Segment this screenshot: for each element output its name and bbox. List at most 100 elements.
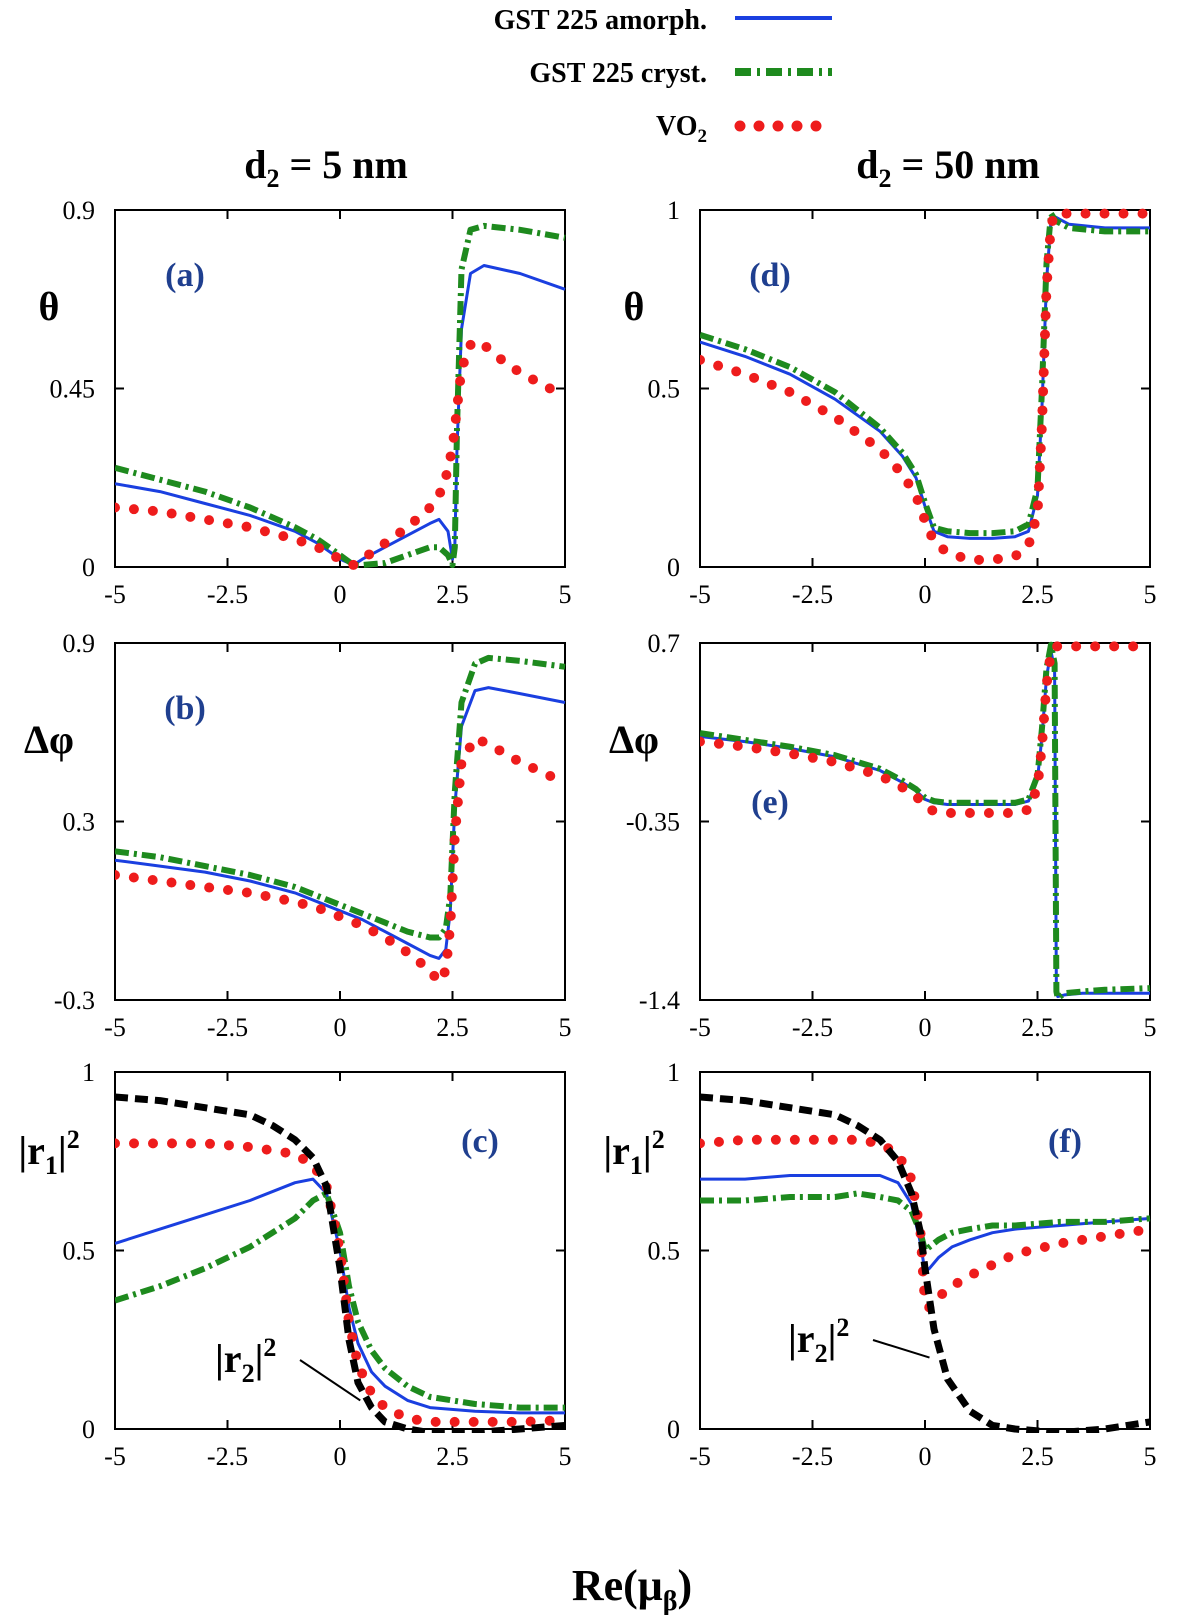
panels: -5 -2.5 0 2.5 5 0 0.45 0.9 θ (a) -5 -2.5 0 2.5 5 -0.3 0.… [18, 196, 1156, 1471]
x-tick-label: -5 [104, 1013, 126, 1042]
panel-label-b: (b) [164, 690, 206, 727]
ylabel-main: |r [18, 1128, 45, 1173]
col-right-main: d [856, 142, 878, 187]
series-line-amorph-f [700, 1174, 1151, 1274]
col-left-sub: 2 [266, 164, 279, 193]
legend-vo2-sub: 2 [698, 126, 708, 147]
axes-box-e [699, 642, 1151, 1001]
panel-c: -5 -2.5 0 2.5 500.51|r1|2 (c)|r2|2 [18, 1058, 571, 1471]
x-tick-label: 5 [559, 580, 572, 609]
x-tick-label: 0 [334, 580, 347, 609]
x-axis-label: Re(μβ) [572, 1561, 692, 1615]
series-line-r2-f [700, 1093, 1151, 1433]
series-line-cryst-b [115, 654, 566, 941]
ylabel-post: | [643, 1128, 652, 1173]
y-tick-label: 0 [667, 1415, 680, 1444]
panel-label-c: (c) [461, 1123, 499, 1160]
series-line-vo2-e [700, 641, 1155, 818]
col-left-main: d [244, 142, 266, 187]
panel-f: -5 -2.5 0 2.5 500.51|r1|2 (f)|r2|2 [603, 1058, 1156, 1471]
y-tick-label: 0.5 [648, 1237, 681, 1266]
series-group-c [115, 1093, 570, 1433]
col-right-rest: = 50 nm [891, 142, 1039, 187]
panel-a: -5 -2.5 0 2.5 5 0 0.45 0.9 θ (a) [39, 196, 572, 609]
col-right-sub: 2 [878, 164, 891, 193]
y-tick-label: -1.4 [639, 986, 680, 1015]
col-left-rest: = 5 nm [279, 142, 407, 187]
series-group-d [700, 208, 1155, 565]
panel-label-e: (e) [751, 784, 789, 821]
y-tick-label: 1 [667, 1058, 680, 1087]
x-tick-label: 2.5 [436, 1442, 469, 1471]
legend-label-amorph: GST 225 amorph. [494, 5, 707, 36]
column-title-right: d2 = 50 nm [856, 142, 1040, 193]
y-tick-label: 0.5 [648, 375, 681, 404]
y-tick-label: 0.3 [63, 808, 96, 837]
ylabel-sub: 1 [45, 1151, 58, 1180]
y-tick-label: 1 [82, 1058, 95, 1087]
y-axis-label-b: Δφ [24, 717, 74, 762]
series-group-a [115, 222, 570, 570]
ylabel-sub: 1 [630, 1151, 643, 1180]
y-tick-label: 0.9 [63, 196, 96, 225]
x-tick-label: 5 [1144, 580, 1157, 609]
y-axis-label-c: |r1|2 [18, 1125, 79, 1180]
x-tick-label: 5 [1144, 1013, 1157, 1042]
x-tick-label: -5 [689, 1013, 711, 1042]
y-axis-label-d: θ [624, 284, 645, 329]
series-line-vo2-a [115, 335, 570, 570]
xlabel-sub: β [663, 1586, 678, 1615]
y-tick-label: -0.35 [626, 808, 680, 837]
x-tick-label: 0 [919, 580, 932, 609]
x-tick-label: -5 [689, 1442, 711, 1471]
panel-b: -5 -2.5 0 2.5 5 -0.3 0.3 0.9 Δφ (b) [24, 629, 572, 1042]
annotation-sup: 2 [836, 1313, 849, 1342]
ylabel-sup: 2 [67, 1125, 80, 1154]
series-line-cryst-c [115, 1190, 565, 1411]
x-tick-label: -5 [104, 580, 126, 609]
series-line-cryst-e [700, 641, 1151, 1002]
series-line-vo2-d [700, 208, 1155, 565]
x-tick-label: -2.5 [792, 580, 833, 609]
x-tick-label: 2.5 [436, 580, 469, 609]
y-tick-label: 0.9 [63, 629, 96, 658]
series-group-f [700, 1093, 1155, 1433]
x-tick-label: 0 [919, 1442, 932, 1471]
x-tick-label: 5 [1144, 1442, 1157, 1471]
series-line-cryst-a [115, 222, 566, 568]
x-tick-label: -2.5 [207, 1013, 248, 1042]
y-tick-label: 1 [667, 196, 680, 225]
x-tick-label: 2.5 [1021, 1013, 1054, 1042]
legend: GST 225 amorph. GST 225 cryst. VO2 [494, 5, 838, 147]
legend-label-cryst: GST 225 cryst. [529, 58, 707, 89]
series-group-e [700, 641, 1155, 1002]
annotation-post: | [828, 1316, 837, 1361]
x-tick-label: 0 [334, 1013, 347, 1042]
series-group-b [115, 654, 570, 988]
series-line-amorph-b [115, 686, 566, 960]
x-tick-label: 0 [334, 1442, 347, 1471]
x-tick-label: 5 [559, 1442, 572, 1471]
y-tick-label: 0 [667, 553, 680, 582]
annotation-pointer-c [299, 1359, 361, 1402]
y-tick-label: 0 [82, 1415, 95, 1444]
x-tick-label: -2.5 [792, 1013, 833, 1042]
panel-label-f: (f) [1048, 1123, 1082, 1160]
annotation-r2-f: |r2|2 [788, 1313, 849, 1368]
x-tick-label: 2.5 [436, 1013, 469, 1042]
annotation-sup: 2 [263, 1333, 276, 1362]
x-tick-label: -5 [104, 1442, 126, 1471]
annotation-post: | [255, 1336, 264, 1381]
y-tick-label: -0.3 [54, 986, 95, 1015]
annotation-main: |r [788, 1316, 815, 1361]
y-tick-label: 0 [82, 553, 95, 582]
x-tick-label: 2.5 [1021, 580, 1054, 609]
panel-d: -5 -2.5 0 2.5 5 0 0.5 1 θ (d) [624, 196, 1157, 609]
ylabel-post: | [58, 1128, 67, 1173]
annotation-sub: 2 [242, 1359, 255, 1388]
y-tick-label: 0.5 [63, 1237, 96, 1266]
panel-e: -5 -2.5 0 2.5 5 -1.4 -0.35 0.7 Δφ (e) [609, 629, 1157, 1042]
y-axis-label-a: θ [39, 284, 60, 329]
x-tick-label: -5 [689, 580, 711, 609]
